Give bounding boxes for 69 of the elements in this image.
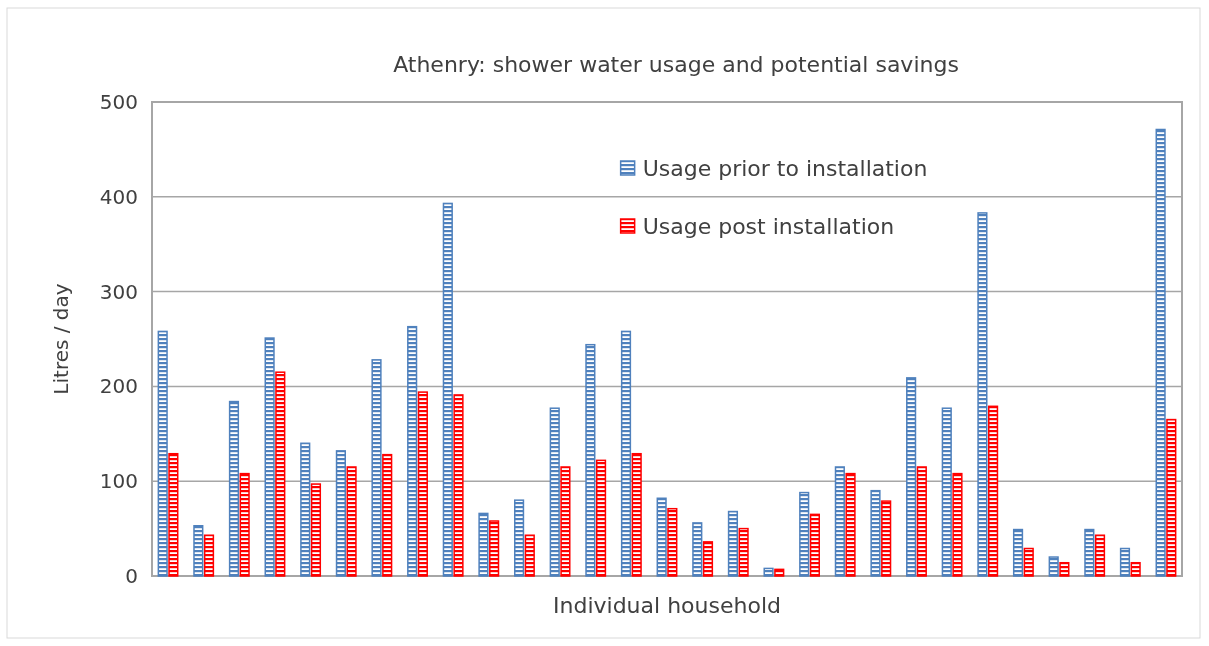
bar [228,400,240,577]
bar [631,452,642,577]
bar [549,407,560,577]
bar [1130,561,1141,577]
bar [489,520,500,577]
bar [585,343,596,577]
bar [193,525,204,577]
bar [952,472,963,577]
legend-label: Usage prior to installation [642,155,928,181]
bar [382,453,393,577]
bar [407,325,418,577]
bar [514,499,525,577]
bar [763,567,774,577]
bar [1155,128,1166,577]
bar [1059,561,1070,577]
y-tick-label: 500 [99,90,138,114]
y-axis-title: Litres / day [49,283,73,395]
bar [667,507,678,577]
bar [702,541,714,577]
bar [442,202,453,577]
chart-title: Athenry: shower water usage and potential savings [393,52,959,77]
bar [595,459,607,577]
bar [310,483,322,577]
bar [1094,534,1106,577]
bar [1012,528,1024,577]
bar [453,394,464,577]
bar [738,527,749,577]
bar [524,534,535,577]
bar [809,513,820,577]
bar [1166,418,1177,577]
bar [977,212,988,577]
bar [300,442,311,577]
bar [916,466,927,577]
x-axis-title: Individual household [553,593,781,618]
bar [371,359,382,577]
bar [774,568,785,577]
bar [346,466,357,577]
y-tick-label: 400 [99,184,138,209]
y-tick-label: 300 [99,279,138,304]
y-tick-label: 200 [99,374,138,399]
y-tick-label: 100 [99,469,138,494]
bar [168,452,179,577]
bar [906,377,917,577]
bar [264,337,275,577]
bar [417,391,428,577]
bar [881,500,892,577]
bar [335,450,346,577]
bar [727,510,739,577]
bar [478,512,489,577]
bar [1023,547,1034,577]
bar [656,497,667,577]
bar [620,330,632,577]
bar [692,522,703,577]
bar [941,407,952,577]
bar [203,534,215,577]
bar [157,330,168,577]
bar [1084,528,1095,577]
bar [275,371,286,577]
bar [560,466,571,577]
legend-label: Usage post installation [642,213,895,239]
bar [1048,556,1059,577]
bar [845,472,856,577]
bar [988,405,999,577]
bar [870,489,881,577]
y-tick-label: 0 [125,564,138,588]
bar [1119,547,1131,577]
bar [834,466,845,577]
bar [799,491,810,577]
bar [239,472,250,577]
